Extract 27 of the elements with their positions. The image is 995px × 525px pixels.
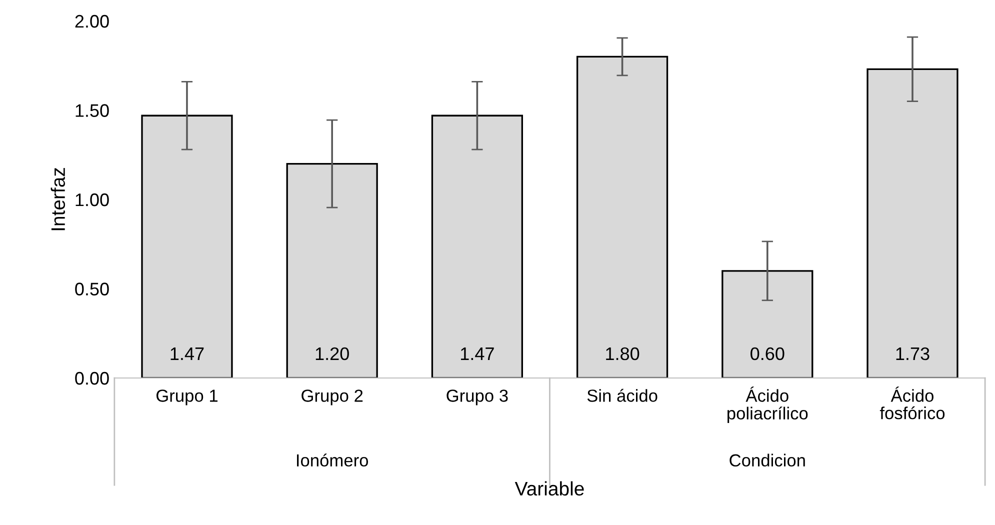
data-label: 1.47 — [170, 348, 204, 360]
y-tick-label: 0.50 — [75, 282, 109, 296]
x-tick-label: Grupo 1 — [156, 390, 218, 406]
bar — [431, 114, 524, 378]
data-label: 1.47 — [460, 348, 494, 360]
data-label: 0.60 — [750, 347, 784, 360]
data-label: 1.80 — [606, 347, 640, 360]
data-label: 1.73 — [896, 347, 930, 360]
x-tick-label: Sin ácido — [587, 388, 658, 402]
x-tick-label: Ácido fosfórico — [880, 386, 945, 420]
x-axis-title: Variable — [514, 481, 584, 496]
bar — [866, 68, 958, 378]
y-axis-title: Interfaz — [50, 168, 66, 230]
x-tick-label: Ácido poliacrílico — [728, 386, 808, 423]
x-tick-label: Grupo 2 — [302, 390, 363, 406]
text: Ionómero — [297, 454, 368, 467]
bar — [286, 162, 378, 378]
data-label: 1.20 — [316, 347, 349, 360]
x-tick-label: Grupo 3 — [446, 390, 508, 406]
bar — [141, 114, 233, 378]
bar — [576, 56, 668, 378]
y-tick-label: 1.50 — [76, 104, 109, 117]
bar — [722, 270, 814, 378]
y-tick-label: 2.00 — [75, 14, 109, 28]
text: Condicion — [730, 454, 805, 467]
y-tick-label: 0.00 — [75, 372, 109, 385]
y-tick-label: 1.00 — [76, 193, 109, 206]
